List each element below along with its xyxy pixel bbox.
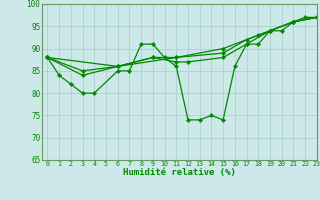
X-axis label: Humidité relative (%): Humidité relative (%) [123, 168, 236, 178]
